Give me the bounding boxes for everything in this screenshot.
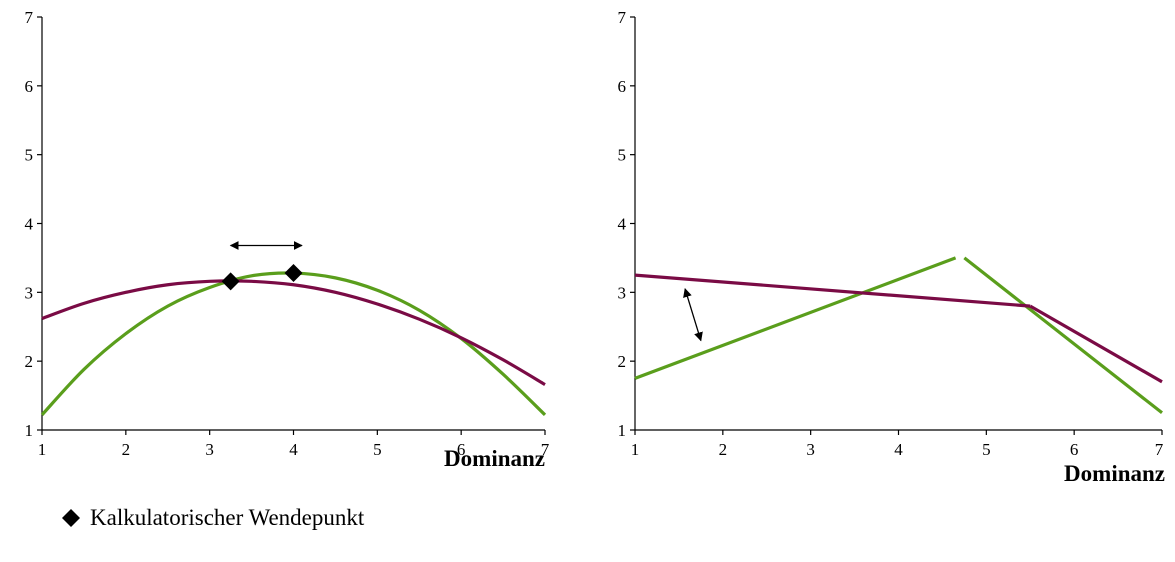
series-line-maroon — [634, 273, 1031, 308]
y-tick-label: 5 — [25, 146, 34, 165]
y-tick-label: 4 — [618, 215, 627, 234]
x-tick-label: 6 — [457, 440, 466, 459]
y-tick-label: 3 — [618, 283, 627, 302]
right-chart-panel: 1 2 3 4 5 6 7 1 2 3 4 5 6 7 Dominanz — [618, 8, 1166, 486]
y-tick-label: 6 — [25, 77, 34, 96]
x-tick-label: 3 — [205, 440, 214, 459]
y-tick-label: 5 — [618, 146, 627, 165]
y-tick-label: 2 — [618, 352, 627, 371]
series-line-green — [963, 256, 1163, 415]
y-tick-label: 1 — [25, 421, 34, 440]
turning-point-marker — [221, 272, 240, 291]
x-axis-title: Dominanz — [444, 446, 545, 471]
diamond-icon — [62, 509, 80, 527]
x-tick-label: 4 — [289, 440, 298, 459]
legend: Kalkulatorischer Wendepunkt — [60, 504, 364, 532]
y-tick-label: 3 — [25, 283, 34, 302]
y-tick-label: 1 — [618, 421, 627, 440]
x-tick-label: 1 — [631, 440, 640, 459]
x-tick-label: 5 — [373, 440, 382, 459]
x-tick-label: 4 — [894, 440, 903, 459]
y-tick-label: 7 — [618, 8, 627, 27]
legend-label: Kalkulatorischer Wendepunkt — [90, 505, 365, 530]
y-tick-label: 6 — [618, 77, 627, 96]
y-tick-label: 4 — [25, 215, 34, 234]
series-line-maroon — [41, 279, 546, 386]
series-line-maroon — [1029, 304, 1163, 384]
x-tick-label: 2 — [122, 440, 131, 459]
x-tick-label: 7 — [541, 440, 550, 459]
series-line-green — [634, 256, 957, 380]
x-tick-label: 7 — [1155, 440, 1164, 459]
turning-point-marker — [284, 264, 303, 283]
x-tick-label: 6 — [1070, 440, 1079, 459]
x-tick-label: 2 — [719, 440, 728, 459]
x-tick-label: 5 — [982, 440, 991, 459]
double-arrow-annotation — [683, 288, 703, 342]
x-axis-title: Dominanz — [1064, 461, 1165, 486]
y-tick-label: 7 — [25, 8, 34, 27]
y-tick-label: 2 — [25, 352, 34, 371]
x-tick-label: 1 — [38, 440, 47, 459]
x-tick-label: 3 — [806, 440, 815, 459]
